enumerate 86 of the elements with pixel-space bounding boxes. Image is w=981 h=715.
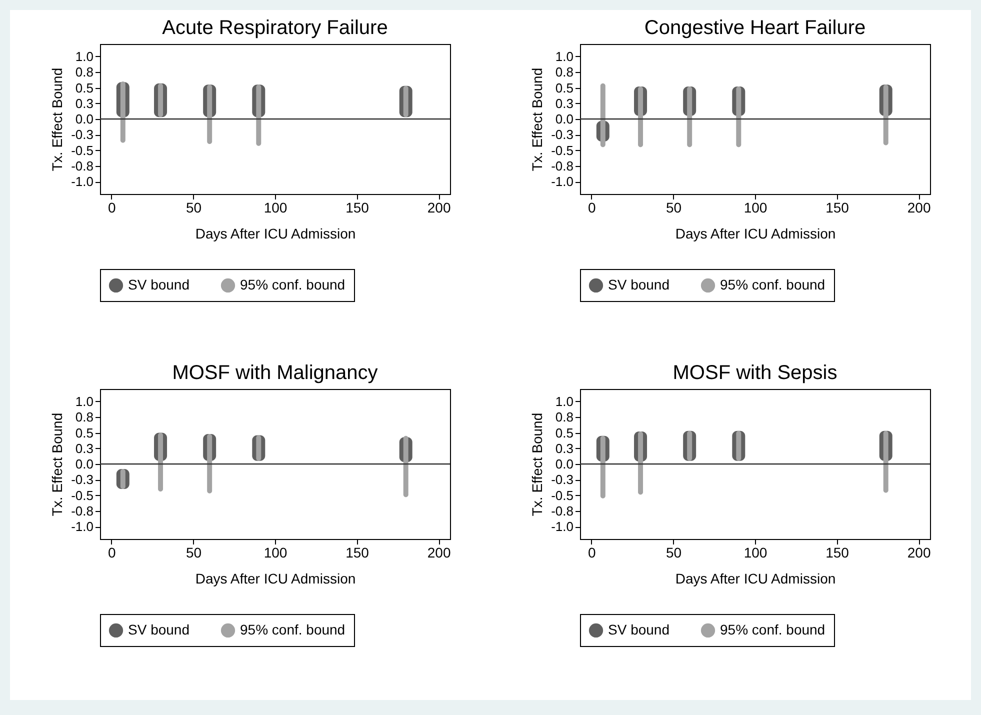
x-tick-label: 0 (588, 200, 596, 216)
bar (600, 83, 606, 148)
y-axis-title: Tx. Effect Bound (529, 412, 546, 516)
legend-label: 95% conf. bound (240, 276, 346, 292)
x-tick-label: 100 (744, 544, 768, 560)
bar (120, 469, 126, 489)
x-tick-label: 200 (907, 544, 931, 560)
x-axis-title: Days After ICU Admission (195, 226, 356, 242)
y-tick-label: 0.8 (75, 410, 94, 425)
x-tick-label: 50 (666, 544, 682, 560)
y-tick-label: 0.8 (555, 64, 574, 80)
legend-label: 95% conf. bound (720, 276, 826, 292)
x-tick-label: 150 (826, 200, 850, 216)
x-tick-label: 200 (907, 200, 931, 216)
chart-title: Congestive Heart Failure (644, 17, 866, 39)
x-tick-label: 0 (588, 544, 596, 560)
y-axis-title: Tx. Effect Bound (529, 68, 546, 172)
legend-label: SV bound (608, 621, 670, 638)
y-tick-label: -0.5 (71, 488, 94, 503)
x-axis-title: Days After ICU Admission (195, 570, 356, 586)
y-tick-label: -0.8 (71, 158, 94, 174)
y-tick-label: 1.0 (555, 394, 574, 409)
y-tick-label: -1.0 (71, 519, 94, 534)
y-tick-label: 1.0 (555, 49, 574, 64)
x-tick-label: 100 (264, 544, 288, 560)
legend-label: 95% conf. bound (240, 621, 346, 638)
x-tick-label: 0 (108, 544, 116, 560)
bar (883, 84, 888, 146)
y-tick-label: 0.0 (555, 456, 574, 472)
y-tick-label: -0.3 (551, 127, 574, 142)
x-tick-label: 50 (186, 200, 202, 216)
y-tick-label: -1.0 (551, 519, 574, 534)
x-tick-label: 50 (666, 200, 682, 216)
bar (736, 86, 742, 148)
y-tick-label: 0.5 (75, 80, 94, 96)
y-tick-label: 0.0 (555, 112, 574, 126)
y-tick-label: 0.3 (75, 440, 94, 456)
x-tick-label: 200 (427, 544, 451, 560)
y-tick-label: -0.8 (71, 503, 94, 518)
y-axis-title: Tx. Effect Bound (49, 412, 66, 516)
legend-label: SV bound (608, 276, 670, 292)
bar (687, 86, 692, 148)
y-tick-label: 0.5 (75, 425, 94, 440)
y-tick-label: -0.5 (71, 142, 94, 158)
y-tick-label: 0.8 (75, 64, 94, 80)
y-tick-label: -1.0 (71, 174, 94, 189)
y-tick-label: 0.3 (555, 440, 574, 456)
y-tick-label: 0.3 (75, 96, 94, 111)
y-tick-label: 1.0 (75, 394, 94, 409)
x-tick-label: 150 (346, 544, 370, 560)
y-tick-label: -0.3 (71, 127, 94, 142)
x-tick-label: 100 (264, 200, 288, 216)
x-axis-title: Days After ICU Admission (675, 570, 836, 586)
x-tick-label: 0 (108, 200, 116, 216)
y-tick-label: -0.8 (551, 503, 574, 518)
chart-title: Acute Respiratory Failure (162, 17, 388, 39)
bar (256, 435, 262, 461)
bar (638, 86, 644, 148)
bar (158, 432, 164, 492)
y-tick-label: 1.0 (75, 49, 94, 64)
y-tick-label: 0.8 (555, 410, 574, 425)
bar (403, 436, 408, 498)
y-tick-label: 0.0 (75, 456, 94, 472)
x-tick-label: 200 (427, 200, 451, 216)
y-tick-label: -0.5 (551, 488, 574, 503)
x-tick-label: 100 (744, 200, 768, 216)
y-tick-label: 0.5 (555, 425, 574, 440)
y-tick-label: -0.8 (551, 158, 574, 174)
y-tick-label: 0.5 (555, 80, 574, 96)
legend-label: 95% conf. bound (720, 621, 826, 638)
y-tick-label: -0.5 (551, 142, 574, 158)
x-tick-label: 50 (186, 544, 202, 560)
y-tick-label: 0.0 (75, 112, 94, 126)
y-tick-label: -0.3 (551, 472, 574, 488)
x-tick-label: 150 (826, 544, 850, 560)
chart-title: MOSF with Malignancy (172, 362, 378, 384)
legend-label: SV bound (128, 276, 190, 292)
x-tick-label: 150 (346, 200, 370, 216)
y-tick-label: 0.3 (555, 96, 574, 111)
y-tick-label: -0.3 (71, 472, 94, 488)
y-tick-label: -1.0 (551, 174, 574, 189)
bar (207, 434, 212, 494)
x-axis-title: Days After ICU Admission (675, 226, 836, 242)
y-axis-title: Tx. Effect Bound (49, 68, 66, 172)
chart-title: MOSF with Sepsis (672, 362, 838, 384)
legend-label: SV bound (128, 621, 190, 638)
